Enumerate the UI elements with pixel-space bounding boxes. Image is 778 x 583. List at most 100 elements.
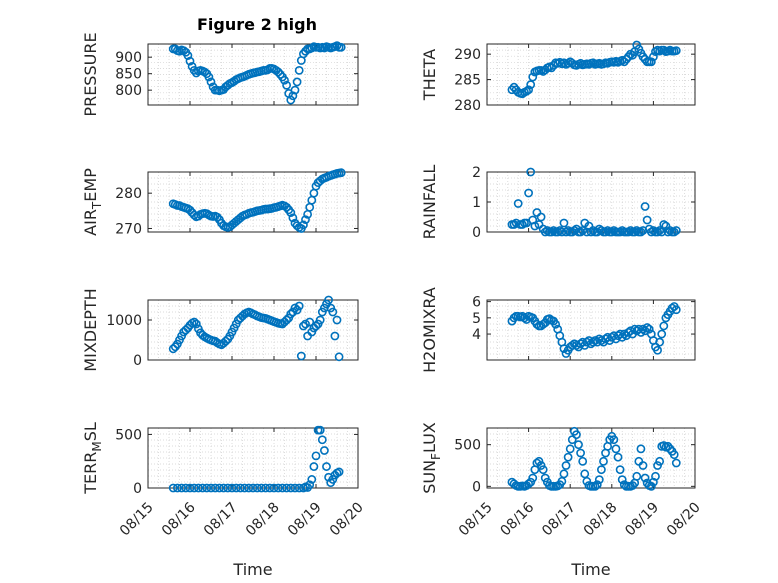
y-tick-label: 0 (472, 225, 481, 241)
data-point (526, 477, 536, 487)
data-point (290, 85, 300, 95)
x-tick-label: 08/15 (456, 499, 496, 539)
data-point (655, 337, 665, 347)
x-tick-label: 08/16 (159, 499, 199, 539)
data-point (530, 221, 540, 231)
data-point (336, 42, 346, 52)
y-tick-label: 285 (454, 73, 481, 89)
y-tick-label: 1 (472, 195, 481, 211)
data-point (663, 227, 673, 237)
data-point (638, 461, 648, 470)
y-tick-label: 500 (454, 438, 481, 454)
data-point (597, 465, 606, 475)
x-tick-label: 08/15 (117, 499, 157, 539)
y-axis-label: SUNFLUX (420, 422, 443, 494)
data-point (536, 212, 546, 222)
data-point (336, 168, 346, 178)
data-point (185, 205, 195, 215)
data-point (526, 80, 536, 90)
data-point (524, 188, 533, 198)
data-point (330, 331, 340, 341)
data-point (601, 227, 610, 237)
data-point (561, 461, 571, 470)
data-point (219, 483, 228, 493)
y-tick-label: 850 (115, 67, 142, 83)
y-tick-label: 800 (115, 83, 142, 99)
data-point (659, 321, 669, 331)
data-point (301, 215, 310, 225)
data-point (204, 72, 214, 82)
data-point (296, 351, 306, 361)
data-point (563, 226, 573, 235)
data-markers (168, 295, 344, 362)
x-tick-label: 08/18 (243, 499, 283, 539)
subplot-8: 08/15 08/16 08/17 08/18 08/19 08/20 0 500 SUNFLU… (420, 422, 704, 579)
data-markers (168, 425, 344, 493)
data-point (646, 481, 656, 491)
data-point (292, 77, 302, 87)
data-point (294, 65, 304, 75)
data-point (557, 476, 567, 486)
data-point (636, 227, 646, 237)
data-point (193, 483, 203, 493)
data-point (301, 319, 310, 329)
data-point (576, 227, 585, 237)
data-point (189, 210, 199, 220)
data-point (227, 483, 237, 493)
subplot-5: 0 1000 MIXDEPTH (81, 288, 359, 372)
data-point (565, 444, 575, 454)
data-point (640, 473, 650, 483)
y-axis-label: MIXDEPTH (81, 288, 100, 371)
data-point (235, 483, 245, 493)
x-tick-label: 08/19 (285, 499, 325, 539)
subplot-7: 08/15 08/16 08/17 08/18 08/19 08/20 0 500 TERRMS… (81, 422, 367, 579)
data-point (273, 483, 283, 493)
data-point (665, 226, 675, 235)
data-point (655, 226, 665, 235)
data-point (334, 352, 344, 362)
data-point (286, 483, 296, 493)
y-axis-label: TERRMSL (81, 422, 104, 495)
data-point (646, 227, 656, 237)
data-markers (168, 168, 346, 233)
data-point (315, 315, 325, 325)
y-axis-label: RAINFALL (420, 165, 439, 240)
data-point (642, 323, 652, 332)
data-point (640, 202, 650, 211)
data-point (534, 456, 544, 466)
y-tick-label: 500 (115, 427, 142, 443)
data-point (651, 471, 660, 481)
data-point (582, 337, 592, 347)
data-point (334, 467, 344, 477)
data-point (317, 435, 327, 445)
data-point (671, 46, 681, 56)
data-point (653, 345, 662, 355)
y-tick-label: 1000 (106, 313, 142, 329)
data-point (578, 226, 588, 235)
grid (486, 428, 696, 488)
data-point (574, 440, 583, 450)
x-tick-label: 08/17 (201, 499, 241, 539)
data-point (607, 227, 617, 237)
data-point (630, 227, 640, 237)
data-point (210, 483, 220, 493)
data-point (592, 480, 602, 490)
data-point (632, 226, 642, 235)
data-point (615, 465, 625, 475)
data-point (563, 452, 573, 462)
axes-box (486, 299, 696, 361)
subplot-3: 270 280 AIRTEMP (81, 168, 359, 237)
y-tick-label: 0 (472, 479, 481, 495)
data-point (223, 483, 233, 493)
data-point (286, 309, 296, 319)
y-axis-label: THETA (420, 49, 439, 101)
data-point (290, 483, 300, 493)
data-point (252, 483, 262, 493)
data-point (179, 46, 189, 55)
data-point (524, 85, 533, 95)
axes-box (147, 299, 359, 361)
data-point (609, 435, 619, 445)
data-point (305, 317, 315, 327)
